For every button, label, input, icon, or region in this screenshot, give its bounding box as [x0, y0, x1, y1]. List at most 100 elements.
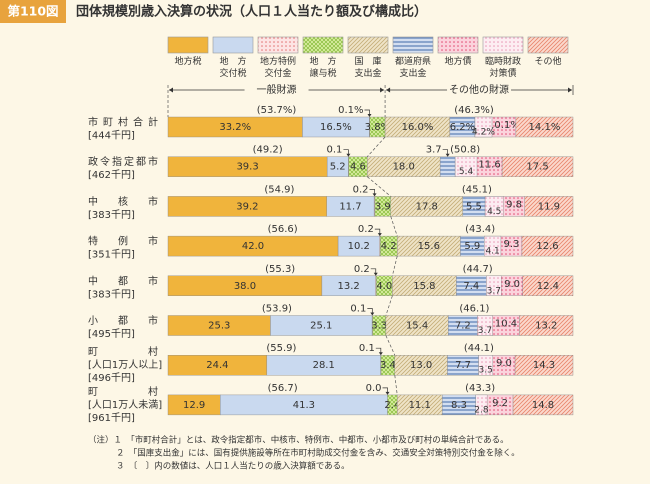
- value-label: 2.4: [384, 400, 400, 411]
- figure-badge: [0, 0, 66, 23]
- value-label: 6.2%: [450, 122, 475, 133]
- legend-label: 国 庫支出金: [354, 55, 381, 79]
- value-label: 9.8: [506, 199, 522, 210]
- bar-segment: [522, 275, 574, 296]
- arrow-head: [380, 87, 385, 93]
- value-label: 0.2: [353, 184, 369, 195]
- value-label: 11.6: [478, 160, 500, 171]
- group-share-label: (43.4): [465, 224, 495, 235]
- boundary-line: [390, 216, 398, 237]
- note: ３ 〔 〕内の数値は、人口１人当たりの歳入決算額である。: [116, 461, 350, 472]
- value-label: 3.7: [487, 286, 501, 296]
- value-label: 15.6: [418, 241, 440, 252]
- note: （注）１ 「市町村合計」とは、政令指定都市、中核市、特例市、中都市、小都市及び町…: [88, 435, 509, 446]
- boundary-line: [367, 176, 391, 197]
- value-label: 3.7: [478, 326, 492, 336]
- value-label: 24.4: [206, 360, 228, 371]
- value-label: 11.9: [538, 201, 560, 212]
- value-label: 12.4: [537, 281, 559, 292]
- value-label: 39.3: [236, 162, 258, 173]
- bar-segment: [519, 315, 574, 336]
- bar-segment: [439, 156, 456, 177]
- value-label: 3.4: [380, 360, 396, 371]
- value-label: 11.1: [409, 400, 431, 411]
- bar-segment: [484, 235, 502, 257]
- value-label: 4.0: [376, 281, 392, 292]
- value-label: 41.3: [293, 400, 315, 411]
- legend-label: 地方特例交付金: [260, 55, 296, 79]
- value-label: 5.4: [459, 167, 474, 177]
- bar-segment: [486, 275, 502, 296]
- value-label: 16.5%: [320, 122, 352, 133]
- value-label: 9.0: [504, 279, 520, 290]
- arrow-head: [367, 114, 372, 117]
- value-label: 2.8: [474, 405, 489, 415]
- boundary-line: [385, 295, 393, 316]
- notes: （注）１ 「市町村合計」とは、政令指定都市、中核市、特例市、中都市、小都市及び町…: [88, 435, 520, 472]
- value-label: 5.9: [464, 241, 480, 252]
- legend-swatch: [437, 36, 479, 54]
- value-label: 0.1: [350, 304, 366, 315]
- figure-number: 第110図: [7, 4, 58, 19]
- value-label: 39.2: [236, 201, 258, 212]
- group-share-label: (53.7%): [257, 105, 297, 116]
- boundary-line: [367, 136, 386, 157]
- group-share-label: (55.9): [266, 343, 296, 354]
- arrow-head: [568, 87, 572, 93]
- bar-segment: [515, 116, 574, 138]
- value-label: 7.4: [463, 281, 479, 292]
- legend-swatch: [167, 36, 209, 54]
- legend-swatch: [212, 36, 254, 54]
- bar-segment: [521, 235, 574, 257]
- group-share-label: (54.9): [264, 184, 294, 195]
- value-label: 13.2: [535, 321, 557, 332]
- legend-swatch: [392, 36, 434, 54]
- value-label: 9.2: [492, 398, 508, 409]
- value-label: 0.1: [359, 343, 375, 354]
- bar-segment: [514, 355, 574, 376]
- bar-segment: [475, 394, 488, 416]
- group-share-label: (50.8): [450, 145, 480, 156]
- legend-swatch: [527, 36, 569, 54]
- bar-segment: [478, 355, 494, 376]
- value-label: 0.0: [366, 383, 382, 394]
- bracket-label-bg: [244, 84, 309, 96]
- value-label: 8.3: [451, 400, 467, 411]
- value-label: 42.0: [242, 241, 264, 252]
- value-label: 14.8: [532, 400, 554, 411]
- value-label: 0.1: [327, 145, 343, 156]
- group-share-label: (44.7): [463, 264, 493, 275]
- arrow-head: [370, 312, 375, 316]
- value-label: 4.2: [381, 241, 397, 252]
- legend-label: 地 方交付税: [219, 55, 246, 79]
- value-label: 7.7: [455, 360, 471, 371]
- value-label: 33.2%: [219, 122, 251, 133]
- group-share-label: (45.1): [462, 184, 492, 195]
- group-share-label: (55.3): [265, 264, 295, 275]
- value-label: 3.5: [479, 366, 493, 376]
- value-label: 3.3: [371, 321, 387, 332]
- value-label: 15.4: [406, 321, 428, 332]
- legend-swatch: [482, 36, 524, 54]
- value-label: 10.2: [348, 241, 370, 252]
- arrow-head: [385, 391, 390, 395]
- value-label: 12.6: [536, 241, 558, 252]
- value-label: 18.0: [393, 162, 415, 173]
- value-label: 4.5: [487, 207, 501, 217]
- boundary-line: [394, 375, 398, 395]
- value-label: 25.1: [310, 321, 332, 332]
- legend-label: 都道府県支出金: [395, 55, 431, 79]
- value-label: 4.2%: [472, 128, 495, 138]
- value-label: 3.9: [375, 201, 391, 212]
- value-label: 17.8: [416, 201, 438, 212]
- group-share-label: (56.6): [268, 224, 298, 235]
- value-label: 13.2: [337, 281, 359, 292]
- value-label: 10.4: [495, 319, 517, 330]
- value-label: 4.1: [485, 247, 499, 257]
- legend-label: 臨時財政対策債: [485, 55, 521, 79]
- bracket-label-bg: [447, 84, 512, 96]
- group-share-label: (43.3): [465, 383, 495, 394]
- value-label: 0.2: [358, 224, 374, 235]
- legend-label: 地 方譲与税: [309, 55, 336, 79]
- bar-segment: [512, 394, 574, 416]
